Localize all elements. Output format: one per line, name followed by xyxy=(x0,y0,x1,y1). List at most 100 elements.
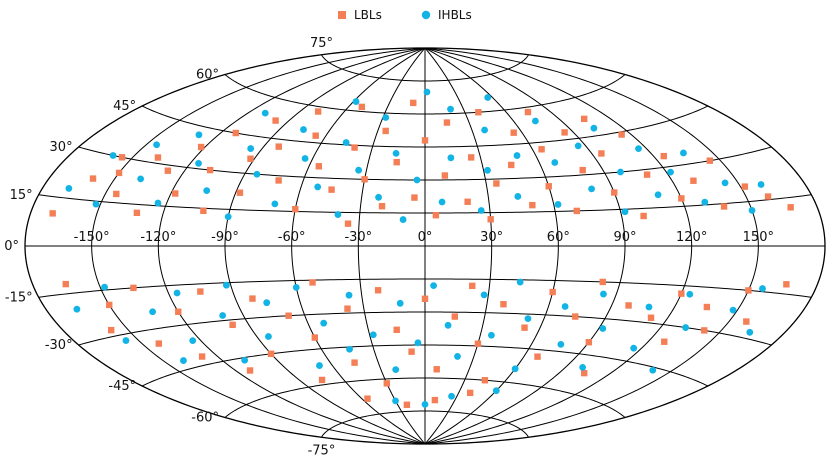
ihbl-point xyxy=(241,356,249,364)
ihbl-point xyxy=(600,290,607,298)
y-tick-label: 60° xyxy=(196,68,219,83)
lbl-point xyxy=(410,99,417,107)
ihbl-point xyxy=(686,290,694,298)
ihbl-point xyxy=(654,191,662,199)
ihbl-point xyxy=(153,141,160,149)
lbl-point xyxy=(475,109,482,116)
ihbl-point xyxy=(399,216,407,223)
meridian-line xyxy=(291,47,426,445)
lbl-point xyxy=(741,183,749,190)
lbl-point xyxy=(115,169,123,177)
ihbl-point xyxy=(109,152,117,159)
x-tick-label: 150° xyxy=(743,230,774,245)
ihbl-point xyxy=(413,176,421,184)
lbl-point xyxy=(246,367,254,374)
lbl-point xyxy=(660,152,667,160)
ihbl-point xyxy=(574,142,582,150)
lbl-point xyxy=(467,154,475,161)
lbl-point xyxy=(206,166,214,174)
meridian-line xyxy=(424,47,626,445)
ihbl-point xyxy=(682,324,690,331)
lbl-point xyxy=(411,194,418,201)
ihbl-point xyxy=(392,149,400,157)
data-points xyxy=(49,88,794,408)
lbl-point xyxy=(764,193,772,200)
lbl-point xyxy=(487,216,494,223)
ihbl-point xyxy=(316,362,323,369)
x-tick-label: -120° xyxy=(140,230,176,245)
ihbl-point xyxy=(173,289,181,297)
y-tick-label: -30° xyxy=(45,338,73,353)
lbl-point xyxy=(431,396,439,404)
lbl-point xyxy=(521,324,528,331)
lbl-point xyxy=(421,137,429,144)
ihbl-point xyxy=(292,284,300,291)
ihbl-point xyxy=(149,308,156,316)
lbl-point xyxy=(351,144,358,151)
x-tick-label: -60° xyxy=(278,230,306,245)
lbl-point xyxy=(154,154,162,161)
lbl-point xyxy=(508,161,515,169)
y-tick-label: 15° xyxy=(10,188,33,203)
ihbl-point xyxy=(154,199,162,207)
lbl-point xyxy=(599,278,606,286)
ihbl-point xyxy=(195,131,203,139)
lbl-point xyxy=(474,340,482,347)
lbl-point xyxy=(443,119,451,126)
x-tick-label: -150° xyxy=(74,230,110,245)
ihbl-point xyxy=(65,185,73,192)
y-tick-label: -15° xyxy=(5,290,33,305)
y-tick-label: -75° xyxy=(308,443,336,458)
lbl-point xyxy=(311,334,318,341)
ihbl-point xyxy=(645,303,653,311)
lbl-point xyxy=(549,288,556,296)
y-tick-label: -45° xyxy=(108,379,136,394)
ihbl-point xyxy=(480,291,488,299)
ihbl-point xyxy=(630,344,638,352)
legend-label: LBLs xyxy=(354,8,382,22)
ihbl-point xyxy=(222,281,230,289)
ihbl-point xyxy=(477,207,485,214)
ihbl-point xyxy=(180,357,187,364)
lbl-point xyxy=(403,401,411,408)
lbl-point xyxy=(113,190,120,198)
lbl-point xyxy=(720,203,728,210)
lbl-point xyxy=(661,338,668,345)
ihbl-point xyxy=(759,285,766,292)
ihbl-point xyxy=(748,206,756,214)
y-tick-label: 0° xyxy=(4,239,19,254)
ihbl-point xyxy=(314,183,322,191)
lbl-point xyxy=(640,212,647,220)
ihbl-point xyxy=(532,117,539,125)
lbl-point xyxy=(197,143,205,151)
ihbl-point xyxy=(189,337,197,345)
ihbl-point xyxy=(667,168,674,176)
lbl-point xyxy=(510,129,517,136)
ihbl-point xyxy=(579,363,587,371)
lbl-point xyxy=(382,127,389,135)
ihbl-point xyxy=(514,193,522,200)
lbl-point xyxy=(358,103,366,111)
ihbl-point xyxy=(524,315,532,323)
meridian-line xyxy=(224,47,426,445)
y-tick-label: -60° xyxy=(191,410,219,425)
ihbl-point xyxy=(444,321,452,329)
ihbl-point xyxy=(73,305,81,313)
lbl-point xyxy=(285,312,292,319)
lbl-point xyxy=(581,369,588,377)
ihbl-point xyxy=(392,397,399,405)
ihbl-point xyxy=(300,126,307,133)
ihbl-point xyxy=(492,387,500,395)
lbl-point xyxy=(361,176,368,183)
lbl-point xyxy=(408,348,415,355)
ihbl-point xyxy=(488,331,495,339)
x-tick-label: -30° xyxy=(344,230,372,245)
ihbl-point xyxy=(352,98,360,105)
ihbl-point xyxy=(746,328,754,336)
ihbl-point xyxy=(382,114,390,121)
ihbl-point xyxy=(516,278,524,286)
ihbl-point xyxy=(414,339,422,347)
x-tick-label: 30° xyxy=(480,230,503,245)
lbl-point xyxy=(579,166,586,174)
